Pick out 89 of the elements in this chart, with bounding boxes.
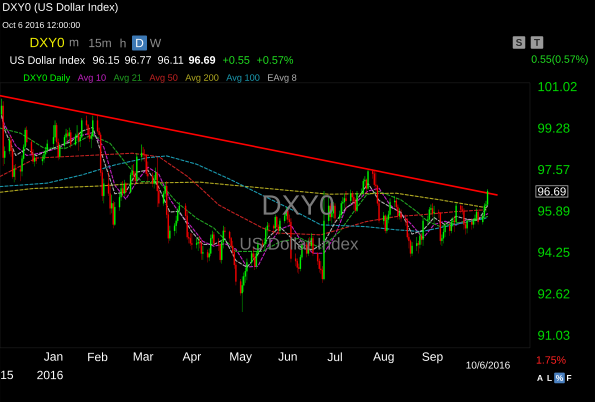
chart-title: DXY0 (US Dollar Index) — [3, 2, 118, 14]
candlestick — [366, 178, 368, 194]
x-tick-label: Mar — [134, 352, 154, 361]
candlestick — [262, 239, 264, 249]
candlestick — [268, 223, 270, 232]
text: Avg 21 — [114, 74, 142, 83]
text: +0.55 — [223, 56, 250, 64]
text: 15m — [89, 38, 111, 48]
candlestick — [334, 203, 336, 222]
candlestick — [246, 258, 248, 280]
text: D — [136, 38, 144, 48]
candlestick — [312, 236, 314, 256]
candlestick — [206, 250, 208, 263]
candlestick — [140, 144, 142, 162]
candlestick — [454, 216, 456, 232]
candlestick — [224, 226, 226, 238]
line-series — [0, 128, 488, 252]
candlestick — [250, 250, 252, 266]
candlestick — [367, 170, 369, 190]
candlestick — [169, 226, 171, 242]
text: A — [537, 375, 543, 381]
text: m — [70, 40, 78, 46]
text: +0.57% — [257, 56, 294, 64]
x-tick-label: Aug — [373, 352, 394, 364]
candlestick — [240, 278, 242, 296]
text: 96.11 — [158, 56, 184, 64]
candlestick — [202, 246, 204, 260]
text: 96.69 — [188, 56, 216, 64]
text: Avg 50 — [149, 74, 178, 83]
candlestick — [136, 152, 138, 184]
candlestick — [43, 150, 45, 163]
candlestick — [356, 190, 358, 212]
candlestick — [411, 242, 413, 256]
candlestick — [20, 166, 22, 182]
candlestick — [420, 233, 422, 245]
x-tick-label: Jan — [44, 352, 62, 361]
text: DXY0 — [30, 38, 64, 48]
text: W — [150, 38, 162, 48]
x-tick-label: May — [230, 352, 252, 364]
text: DXY0 Daily — [24, 74, 70, 83]
text: Avg 10 — [78, 74, 106, 83]
candlestick — [279, 218, 281, 235]
candlestick — [433, 206, 435, 224]
candlestick — [290, 218, 292, 263]
text: Avg 200 — [185, 74, 219, 83]
text: F — [566, 375, 572, 381]
text: 96.15 — [93, 56, 120, 64]
candlestick — [191, 233, 193, 250]
candlestick — [476, 208, 478, 222]
candlestick — [96, 115, 98, 134]
y-tick-label: 101.02 — [538, 82, 577, 92]
text: L — [547, 375, 552, 381]
x-tick-label: Feb — [88, 352, 108, 362]
text: 0.55(0.57%) — [532, 55, 588, 65]
x-tick-label: Jun — [278, 352, 297, 361]
text: 15 — [1, 370, 14, 380]
text: % — [556, 374, 564, 381]
candlestick — [432, 203, 434, 218]
candlestick — [0, 98, 2, 118]
y-tick-label: 94.25 — [538, 248, 570, 257]
text: EAvg 8 — [268, 74, 296, 83]
text: 96.69 — [538, 187, 566, 196]
candlestick — [398, 208, 400, 220]
candlestick — [354, 198, 356, 214]
y-tick-label: 95.89 — [538, 206, 570, 216]
y-tick-label: 99.28 — [538, 123, 570, 133]
candlestick — [323, 190, 325, 280]
x-tick-label: Jul — [328, 352, 342, 362]
y-tick-label: 92.62 — [538, 289, 570, 299]
text: US Dollar Index — [10, 56, 86, 64]
candlestick — [345, 190, 347, 211]
x-tick-label: Apr — [182, 352, 202, 364]
candlestick — [422, 218, 424, 246]
text: Avg 100 — [226, 74, 260, 83]
candlestick — [196, 238, 198, 249]
text: T — [534, 39, 540, 46]
text: h — [120, 38, 126, 48]
candlestick — [213, 232, 215, 246]
x-tick-label: Sep — [422, 352, 443, 364]
text: S — [516, 38, 522, 46]
candlestick — [8, 137, 10, 154]
candlestick — [152, 172, 154, 188]
y-tick-label: 97.57 — [538, 164, 570, 174]
y-tick-label: 91.03 — [538, 330, 570, 340]
text: 10/6/2016 — [466, 361, 510, 369]
chart-subtitle: Oct 6 2016 12:00:00 — [2, 22, 80, 28]
text: 2016 — [37, 370, 63, 380]
text: 1.75% — [536, 356, 566, 364]
text: 96.77 — [125, 56, 152, 64]
